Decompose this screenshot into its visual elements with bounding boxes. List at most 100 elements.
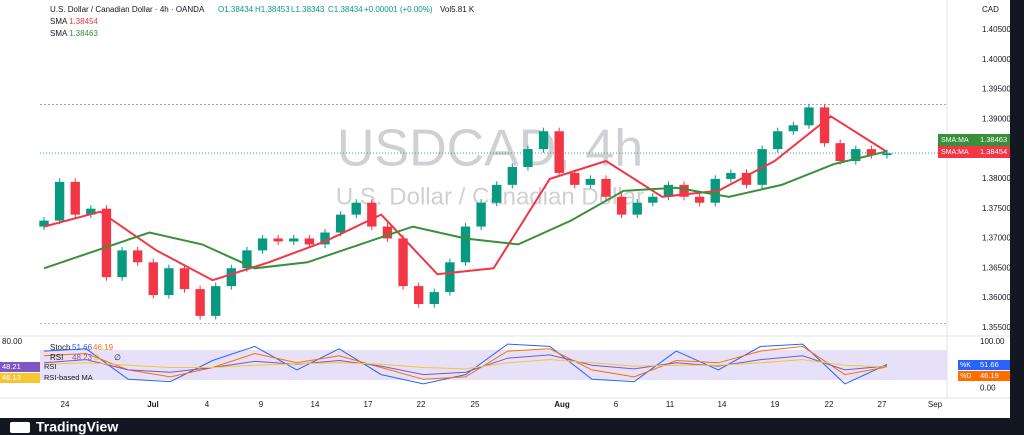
legend-name: SMA: [50, 29, 68, 38]
symbol-line: U.S. Dollar / Canadian Dollar · 4h · OAN…: [50, 5, 205, 14]
y-tick-label: 1.36500: [982, 263, 1011, 272]
candle-body: [211, 286, 221, 316]
osc-badge-value: 46.13: [2, 373, 21, 382]
brand: TradingView: [36, 419, 118, 435]
candle-body: [663, 184, 674, 197]
candle-body: [39, 220, 49, 227]
candle-body: [616, 196, 627, 215]
ohlc-text: H1.38453: [255, 5, 290, 14]
candle-body: [507, 166, 518, 185]
osc-legend-value: 51.66: [72, 343, 93, 352]
candle-body: [367, 202, 377, 227]
candle-body: [351, 202, 361, 215]
candle-body: [866, 149, 877, 156]
candle-body: [773, 131, 783, 150]
osc-line: [43, 345, 888, 380]
x-tick-label: 6: [614, 400, 619, 409]
candle-body: [257, 238, 268, 251]
ohlc-text: O1.38434: [218, 5, 254, 14]
x-tick-label: 9: [259, 400, 264, 409]
candle-body: [648, 196, 658, 203]
candle-body: [86, 208, 96, 215]
price-badge: [938, 146, 1010, 158]
x-tick-label: 22: [417, 400, 426, 409]
osc-line: [43, 359, 888, 370]
candle-body: [195, 289, 205, 316]
candle-body: [819, 107, 830, 144]
x-tick-label: Aug: [554, 400, 570, 409]
osc-tick-label: 0.00: [980, 384, 996, 393]
x-tick-label: 19: [771, 400, 780, 409]
candle-body: [554, 131, 564, 173]
candle-body: [804, 107, 814, 126]
candle-body: [54, 181, 65, 221]
candle-body: [117, 250, 127, 278]
candle-body: [835, 143, 845, 162]
x-tick-label: Jul: [147, 400, 159, 409]
osc-badge: [0, 373, 40, 383]
osc-top-label: 80.00: [2, 337, 23, 346]
osc-legend-value: 46.19: [93, 343, 114, 352]
candle-body: [132, 250, 143, 263]
osc-legend-value: 48.23: [72, 353, 93, 362]
candle-body: [492, 184, 502, 203]
y-tick-label: 1.40500: [982, 25, 1011, 34]
x-tick-label: Sep: [928, 400, 943, 409]
osc-legend-value: ∅: [93, 353, 100, 362]
ohlc-text: Vol5.81 K: [440, 5, 475, 14]
x-tick-label: 27: [878, 400, 887, 409]
x-tick-label: 25: [471, 400, 480, 409]
osc-tick-label: 100.00: [980, 337, 1005, 346]
ohlc-text: L1.38343: [291, 5, 325, 14]
x-tick-label: 14: [718, 400, 727, 409]
badge-name: SMA:MA: [941, 137, 969, 144]
x-tick-label: 22: [825, 400, 834, 409]
y-tick-label: 1.39500: [982, 85, 1011, 94]
osc-right-badge: [958, 371, 1010, 381]
candle-body: [179, 268, 190, 290]
candle-body: [148, 262, 158, 296]
candle-body: [445, 262, 455, 293]
candle-body: [570, 172, 580, 185]
osc-badge-name: RSI: [44, 362, 57, 371]
price-badge: [938, 134, 1010, 146]
candle-body: [460, 226, 471, 263]
y-tick-label: 1.40000: [982, 55, 1011, 64]
watermark: USDCAD, 4h: [337, 120, 643, 178]
x-tick-label: 4: [205, 400, 210, 409]
candle-body: [382, 226, 393, 239]
osc-right-value: 51.66: [980, 360, 999, 369]
candle-body: [164, 268, 174, 296]
candle-body: [851, 149, 861, 162]
osc-line: [43, 354, 888, 376]
chart-background: [0, 0, 1010, 418]
y-tick-label: 1.35500: [982, 323, 1011, 332]
osc-badge: [0, 362, 40, 372]
candle-body: [70, 181, 80, 215]
candle-body: [679, 184, 689, 197]
osc-badge-name: RSI-based MA: [44, 373, 93, 382]
candle-body: [413, 286, 424, 305]
osc-right-name: %D: [960, 373, 971, 380]
candle-body: [226, 268, 237, 287]
badge-name: SMA:MA: [941, 149, 969, 156]
candle-body: [741, 172, 752, 185]
x-tick-label: 11: [666, 400, 675, 409]
legend-value: 1.38454: [69, 17, 98, 26]
x-tick-label: 17: [364, 400, 373, 409]
osc-legend-value: ∅: [114, 353, 121, 362]
candle-body: [335, 214, 346, 233]
candle-body: [476, 202, 486, 227]
osc-legend-name: Stoch: [50, 343, 70, 352]
candle-body: [726, 172, 736, 179]
y-tick-label: 1.38000: [982, 174, 1011, 183]
candle-body: [429, 292, 439, 305]
osc-badge-value: 48.21: [2, 362, 21, 371]
candle-body: [398, 238, 408, 287]
osc-right-name: %K: [960, 362, 971, 369]
brand-logo: [10, 422, 30, 433]
candle-body: [538, 131, 549, 150]
sma-line: [43, 115, 888, 282]
legend-name: SMA: [50, 17, 68, 26]
